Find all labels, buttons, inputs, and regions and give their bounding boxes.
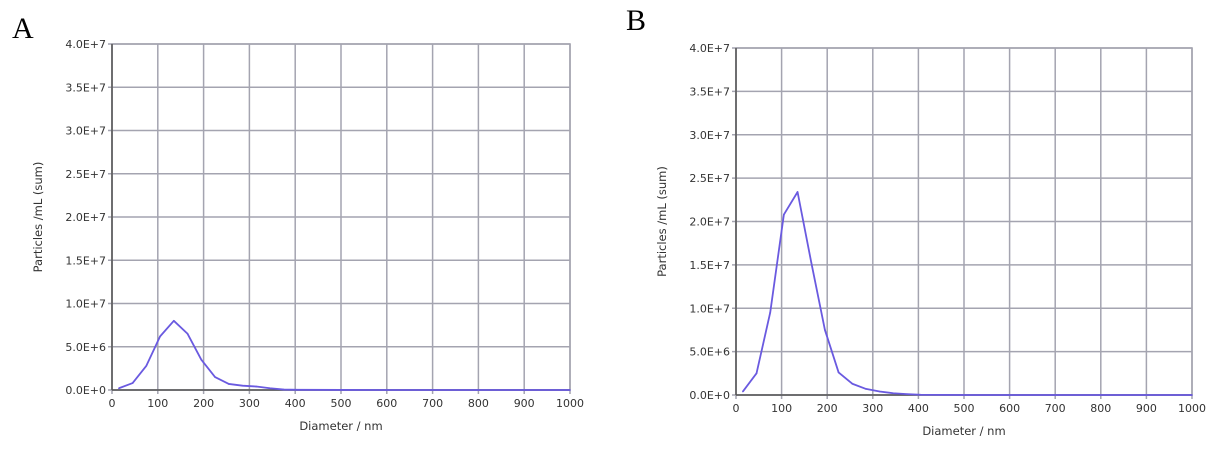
y-tick-label: 3.0E+7 xyxy=(65,125,106,138)
x-tick-label: 700 xyxy=(1045,402,1066,415)
data-point xyxy=(255,385,258,388)
y-tick-label: 1.0E+7 xyxy=(689,302,730,315)
y-tick-label: 2.0E+7 xyxy=(65,211,106,224)
data-point xyxy=(118,387,120,390)
y-tick-label: 0.0E+0 xyxy=(65,384,106,397)
panel-label-a: A xyxy=(12,12,34,45)
x-tick-label: 800 xyxy=(1090,402,1111,415)
data-point xyxy=(1008,394,1011,396)
data-point xyxy=(1191,394,1193,396)
y-tick-label: 5.0E+6 xyxy=(65,341,106,354)
x-tick-label: 100 xyxy=(771,402,792,415)
data-point xyxy=(145,364,148,367)
data-point xyxy=(523,389,525,391)
x-tick-label: 500 xyxy=(954,402,975,415)
data-point xyxy=(569,389,571,391)
x-tick-label: 600 xyxy=(999,402,1020,415)
x-tick-label: 900 xyxy=(514,397,535,410)
x-tick-label: 400 xyxy=(908,402,929,415)
data-point xyxy=(131,382,134,384)
data-point xyxy=(783,213,785,216)
data-point xyxy=(296,389,299,391)
y-axis-title: Particles /mL (sum) xyxy=(31,162,45,273)
data-point xyxy=(386,389,388,391)
x-tick-label: 400 xyxy=(285,397,306,410)
data-point xyxy=(919,393,922,396)
y-tick-label: 4.0E+7 xyxy=(689,42,730,55)
data-point xyxy=(227,383,230,385)
data-point xyxy=(241,384,244,387)
panel-label-b: B xyxy=(626,4,647,37)
x-tick-label: 100 xyxy=(147,397,168,410)
y-tick-label: 4.0E+7 xyxy=(65,38,106,51)
data-point xyxy=(340,389,342,391)
y-tick-label: 0.0E+0 xyxy=(689,389,730,402)
x-tick-label: 0 xyxy=(109,397,116,410)
data-point xyxy=(173,320,175,322)
data-point xyxy=(742,390,744,393)
y-tick-label: 1.5E+7 xyxy=(65,254,106,267)
x-tick-label: 500 xyxy=(331,397,352,410)
series-line-b xyxy=(742,191,1192,396)
x-tick-label: 600 xyxy=(376,397,397,410)
x-tick-label: 800 xyxy=(468,397,489,410)
x-tick-label: 300 xyxy=(862,402,883,415)
data-point xyxy=(963,394,965,396)
data-point xyxy=(865,388,867,390)
data-point xyxy=(1100,394,1102,396)
y-axis-title: Particles /mL (sum) xyxy=(655,166,669,277)
data-point xyxy=(200,358,203,361)
y-tick-label: 1.5E+7 xyxy=(689,259,730,272)
x-tick-label: 700 xyxy=(422,397,443,410)
data-point xyxy=(769,311,771,314)
data-point xyxy=(159,335,161,338)
x-tick-label: 300 xyxy=(239,397,260,410)
y-tick-label: 2.0E+7 xyxy=(689,216,730,229)
x-tick-label: 200 xyxy=(193,397,214,410)
data-point xyxy=(906,393,908,395)
data-point xyxy=(477,389,480,391)
data-point xyxy=(269,387,271,390)
data-point xyxy=(837,371,840,374)
x-axis-title: Diameter / nm xyxy=(299,419,382,433)
x-tick-label: 1000 xyxy=(556,397,584,410)
y-tick-label: 2.5E+7 xyxy=(65,168,106,181)
data-point xyxy=(1054,394,1056,396)
x-tick-label: 0 xyxy=(733,402,740,415)
data-point xyxy=(1145,394,1148,396)
data-point xyxy=(186,332,189,335)
x-tick-label: 900 xyxy=(1136,402,1157,415)
data-point xyxy=(810,261,813,264)
x-tick-label: 1000 xyxy=(1178,402,1206,415)
data-point xyxy=(282,388,285,391)
data-point xyxy=(851,382,854,385)
data-point xyxy=(755,372,758,375)
data-point xyxy=(878,390,881,393)
x-tick-label: 200 xyxy=(817,402,838,415)
data-point xyxy=(796,191,799,193)
data-point xyxy=(214,376,216,378)
y-tick-label: 1.0E+7 xyxy=(65,298,106,311)
series-line-a xyxy=(118,319,570,391)
y-tick-label: 2.5E+7 xyxy=(689,172,730,185)
data-point xyxy=(431,389,434,391)
data-point xyxy=(892,392,895,395)
y-tick-label: 3.5E+7 xyxy=(689,85,730,98)
data-point xyxy=(824,329,826,331)
y-tick-label: 3.5E+7 xyxy=(65,81,106,94)
y-tick-label: 5.0E+6 xyxy=(689,346,730,359)
x-axis-title: Diameter / nm xyxy=(922,424,1005,438)
y-tick-label: 3.0E+7 xyxy=(689,129,730,142)
